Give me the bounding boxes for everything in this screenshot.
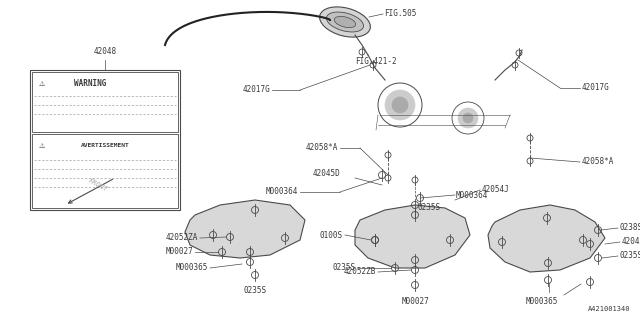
Text: ⚠: ⚠: [39, 81, 45, 87]
Text: 0235S: 0235S: [333, 263, 356, 273]
Text: AVERTISSEMENT: AVERTISSEMENT: [81, 143, 129, 148]
Circle shape: [463, 113, 473, 123]
Text: WARNING: WARNING: [74, 79, 106, 89]
Text: 0100S: 0100S: [320, 230, 343, 239]
Text: M00027: M00027: [401, 297, 429, 306]
Polygon shape: [185, 200, 305, 258]
Polygon shape: [488, 205, 605, 272]
Ellipse shape: [326, 12, 364, 32]
Text: 42017G: 42017G: [582, 84, 610, 92]
Text: FRONT: FRONT: [87, 177, 109, 193]
Text: 42048: 42048: [93, 47, 116, 57]
Text: 0235S: 0235S: [243, 286, 267, 295]
Bar: [32, 134, 178, 208]
Text: 42017G: 42017G: [243, 85, 270, 94]
Text: 42058*A: 42058*A: [582, 157, 614, 166]
Text: M000365: M000365: [175, 263, 208, 273]
Text: M000365: M000365: [525, 297, 558, 306]
Text: 42045D: 42045D: [312, 170, 340, 179]
Text: M00027: M00027: [165, 247, 193, 257]
Circle shape: [458, 108, 478, 128]
Ellipse shape: [334, 16, 356, 28]
Text: FIG.421-2: FIG.421-2: [355, 58, 397, 67]
Text: 42058*A: 42058*A: [306, 143, 338, 153]
Text: 42054J: 42054J: [482, 186, 509, 195]
Bar: [32, 72, 178, 132]
Text: 0235S: 0235S: [418, 204, 441, 212]
Text: M000364: M000364: [266, 188, 298, 196]
Text: A421001340: A421001340: [588, 306, 630, 312]
Text: FIG.505: FIG.505: [384, 10, 417, 19]
Bar: [30, 70, 180, 210]
Text: 42052ZB: 42052ZB: [344, 268, 376, 276]
Text: M000364: M000364: [456, 190, 488, 199]
Circle shape: [392, 97, 408, 113]
Ellipse shape: [319, 7, 371, 37]
Text: 0235S: 0235S: [620, 252, 640, 260]
Polygon shape: [355, 205, 470, 268]
Circle shape: [385, 90, 415, 120]
Text: 42045E: 42045E: [622, 237, 640, 246]
Text: ⚠: ⚠: [39, 143, 45, 148]
Text: 42052ZA: 42052ZA: [166, 234, 198, 243]
Text: 0238S: 0238S: [620, 223, 640, 233]
